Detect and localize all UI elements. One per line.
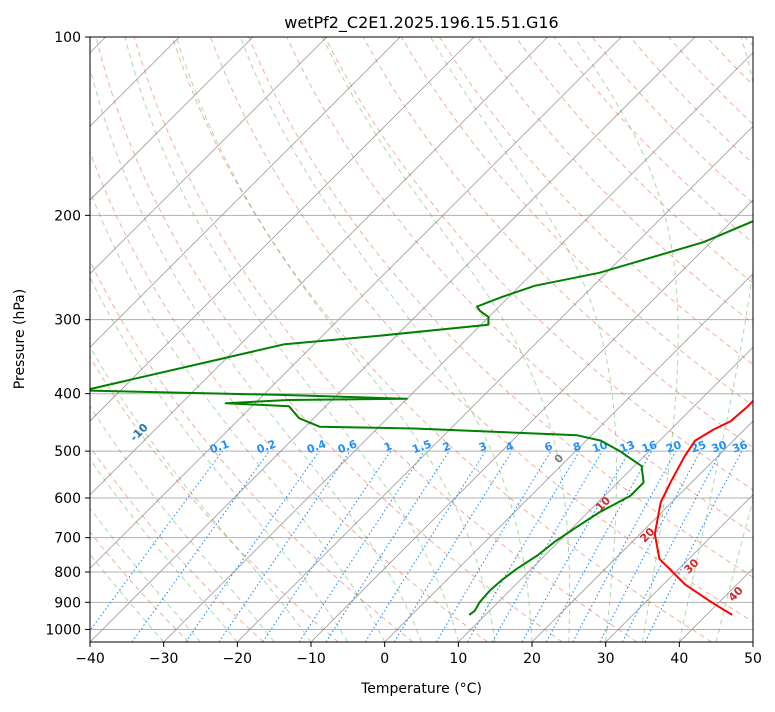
y-tick-label: 600	[54, 491, 81, 507]
y-tick-label: 300	[54, 313, 81, 329]
chart-title: wetPf2_C2E1.2025.196.15.51.G16	[284, 13, 558, 33]
x-tick-label: 50	[744, 651, 762, 667]
y-tick-label: 1000	[45, 622, 81, 638]
y-tick-label: 500	[54, 444, 81, 460]
x-tick-label: −40	[75, 651, 105, 667]
x-tick-label: 0	[380, 651, 389, 667]
y-tick-label: 900	[54, 595, 81, 611]
x-tick-label: −10	[296, 651, 326, 667]
x-tick-label: 10	[449, 651, 467, 667]
y-tick-label: 700	[54, 531, 81, 547]
x-tick-label: 30	[597, 651, 615, 667]
x-tick-label: 20	[523, 651, 541, 667]
x-tick-label: −20	[223, 651, 253, 667]
y-tick-label: 200	[54, 208, 81, 224]
y-tick-label: 100	[54, 30, 81, 46]
x-tick-label: −30	[149, 651, 179, 667]
y-tick-label: 800	[54, 565, 81, 581]
y-axis-label: Pressure (hPa)	[12, 289, 28, 389]
x-tick-label: 40	[670, 651, 688, 667]
y-tick-label: 400	[54, 387, 81, 403]
x-axis-label: Temperature (°C)	[360, 681, 482, 697]
